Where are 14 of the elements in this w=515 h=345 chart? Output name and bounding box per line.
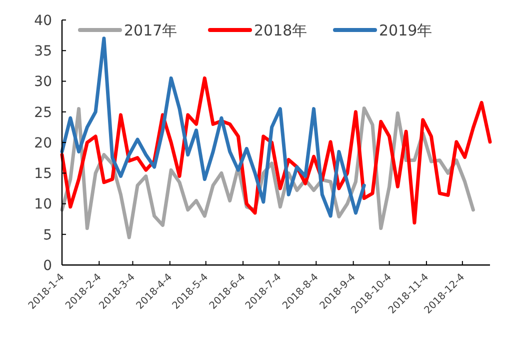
line-series (60, 76, 492, 224)
y-tick-label: 0 (43, 258, 52, 274)
line-series (60, 36, 366, 218)
y-tick-label: 25 (34, 104, 52, 121)
y-tick-label: 20 (34, 135, 52, 152)
legend-label: 2017年 (124, 21, 178, 40)
y-tick-label: 30 (34, 74, 52, 90)
y-tick-label: 40 (34, 12, 52, 29)
legend-label: 2019年 (379, 21, 432, 40)
y-tick-label: 15 (34, 166, 52, 182)
y-tick-label: 35 (34, 44, 52, 60)
y-tick-label: 10 (34, 196, 52, 213)
legend-label: 2018年 (254, 21, 308, 40)
y-tick-label: 5 (43, 227, 52, 244)
